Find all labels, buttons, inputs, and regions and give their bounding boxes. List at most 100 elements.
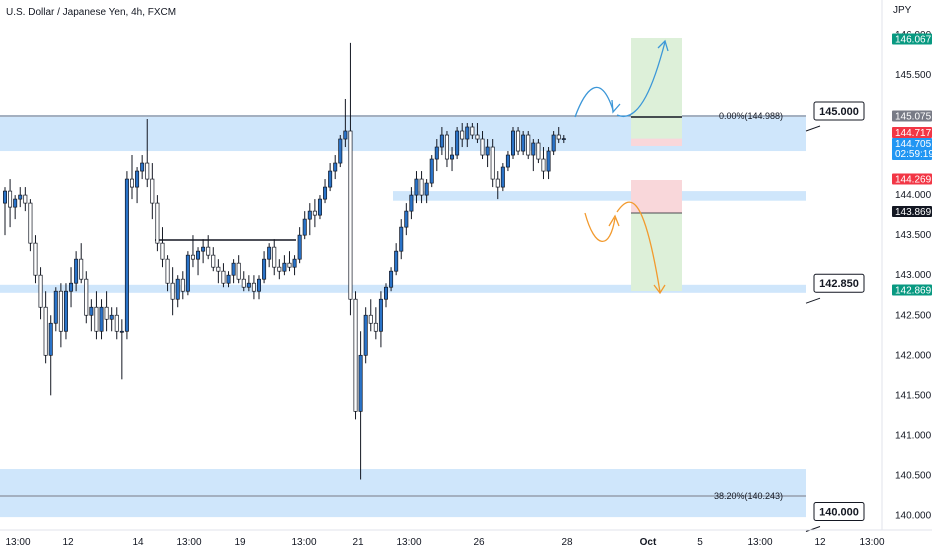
candle-up bbox=[414, 178, 419, 196]
support-zone-small bbox=[393, 191, 806, 201]
candle-down bbox=[28, 202, 33, 244]
time-axis[interactable]: 13:00 12 14 13:00 19 13:00 21 13:00 26 28 Oct 5 13:0… bbox=[5, 537, 884, 548]
candle-down bbox=[419, 178, 424, 196]
price-badge-label: 143.869 bbox=[895, 207, 932, 218]
candle-up bbox=[450, 154, 455, 160]
price-badge bbox=[892, 127, 932, 138]
price-tick-label: 142.500 bbox=[895, 310, 932, 321]
price-tick-label: 141.500 bbox=[895, 390, 932, 401]
candle-down bbox=[516, 130, 521, 152]
candle-up bbox=[135, 170, 140, 188]
arrowhead-icon bbox=[608, 214, 620, 227]
candle-up bbox=[109, 314, 114, 320]
price-badge-label: 144.717 bbox=[895, 128, 932, 139]
candle-up bbox=[302, 218, 307, 236]
candle-up bbox=[389, 270, 394, 288]
candle-down bbox=[490, 146, 495, 180]
countdown-label: 02:59:19 bbox=[895, 149, 932, 160]
callout-box bbox=[813, 502, 865, 521]
candle-up bbox=[333, 162, 338, 172]
candle-down bbox=[180, 278, 185, 292]
candle-up bbox=[323, 186, 328, 200]
candle-up bbox=[317, 198, 322, 216]
price-tick-label: 145.500 bbox=[895, 70, 932, 81]
candle-up bbox=[511, 130, 516, 156]
candle-up bbox=[434, 146, 439, 160]
candle-up bbox=[262, 258, 267, 280]
price-badge bbox=[892, 33, 932, 45]
candle-down bbox=[470, 126, 475, 136]
time-tick-label: 14 bbox=[132, 537, 144, 548]
candle-down bbox=[216, 266, 221, 272]
fib-label: 38.20%(140.243) bbox=[714, 491, 783, 501]
callout-label: 142.850 bbox=[819, 278, 859, 290]
candle-up bbox=[546, 150, 551, 172]
candle-down bbox=[272, 246, 277, 268]
candle-up bbox=[551, 134, 556, 152]
candle-up bbox=[69, 282, 74, 292]
candle-up bbox=[257, 278, 262, 292]
price-badge bbox=[892, 206, 932, 217]
candle-up bbox=[561, 138, 566, 140]
candle-up bbox=[500, 166, 505, 188]
time-tick-label: 13:00 bbox=[396, 537, 421, 548]
candle-down bbox=[155, 202, 160, 244]
candle-up bbox=[124, 178, 129, 332]
candle-up bbox=[175, 278, 180, 300]
candle-down bbox=[23, 194, 28, 204]
candle-up bbox=[292, 258, 297, 268]
candle-up bbox=[429, 158, 434, 184]
candle-down bbox=[480, 138, 485, 156]
candle-down bbox=[145, 162, 150, 180]
positions-layer bbox=[631, 38, 682, 291]
candle-up bbox=[439, 134, 444, 148]
candle-up bbox=[231, 262, 236, 276]
candle-down bbox=[38, 274, 43, 308]
candle-up bbox=[394, 250, 399, 272]
candle-down bbox=[221, 270, 226, 284]
candle-up bbox=[196, 250, 201, 260]
candle-down bbox=[475, 134, 480, 140]
price-tick-label: 141.000 bbox=[895, 430, 932, 441]
time-tick-label: 12 bbox=[814, 537, 826, 548]
candle-up bbox=[63, 290, 68, 332]
long-target-area bbox=[631, 38, 682, 139]
price-badge bbox=[892, 284, 932, 296]
support-zone-mid bbox=[0, 284, 806, 293]
candle-up bbox=[201, 246, 206, 252]
price-badge bbox=[892, 173, 932, 185]
time-tick-label: 13:00 bbox=[291, 537, 316, 548]
candle-up bbox=[99, 306, 104, 332]
price-tick-label: 144.000 bbox=[895, 190, 932, 201]
candle-up bbox=[328, 170, 333, 188]
candle-up bbox=[18, 194, 23, 200]
candle-up bbox=[246, 282, 251, 288]
callout-label: 140.000 bbox=[819, 507, 859, 519]
candle-down bbox=[104, 306, 109, 320]
candle-up bbox=[338, 138, 343, 164]
candle-down bbox=[251, 282, 256, 292]
time-tick-label: 12 bbox=[62, 537, 74, 548]
arrowhead-icon bbox=[653, 284, 666, 295]
time-tick-label: 13:00 bbox=[747, 537, 772, 548]
candle-down bbox=[84, 278, 89, 316]
candle-up bbox=[358, 354, 363, 412]
candle-up bbox=[424, 182, 429, 196]
short-target-area bbox=[631, 213, 682, 291]
candle-up bbox=[521, 134, 526, 152]
price-badge-label: 146.067 bbox=[895, 35, 932, 46]
forecast-arrow-orange-1 bbox=[584, 212, 616, 243]
time-tick-label: 13:00 bbox=[5, 537, 30, 548]
candle-down bbox=[58, 290, 63, 332]
time-tick-label: 28 bbox=[561, 537, 573, 548]
arrowhead-icon bbox=[611, 99, 621, 114]
candle-up bbox=[485, 146, 490, 156]
candle-up bbox=[409, 194, 414, 212]
candle-up bbox=[13, 198, 18, 208]
fib-label: 0.00%(144.988) bbox=[719, 111, 783, 121]
candle-down bbox=[190, 254, 195, 260]
candle-up bbox=[282, 262, 287, 272]
candle-down bbox=[526, 134, 531, 156]
candle-up bbox=[89, 306, 94, 316]
